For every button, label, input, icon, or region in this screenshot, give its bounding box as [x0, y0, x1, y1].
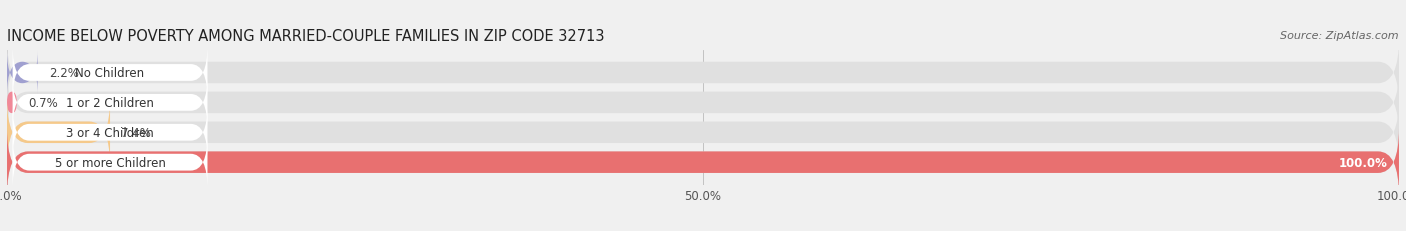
FancyBboxPatch shape: [7, 99, 1399, 167]
FancyBboxPatch shape: [7, 99, 110, 167]
Text: 7.4%: 7.4%: [121, 126, 150, 139]
Text: 3 or 4 Children: 3 or 4 Children: [66, 126, 153, 139]
FancyBboxPatch shape: [7, 69, 1399, 137]
FancyBboxPatch shape: [7, 92, 17, 114]
FancyBboxPatch shape: [7, 51, 38, 95]
Text: 1 or 2 Children: 1 or 2 Children: [66, 97, 155, 109]
Text: INCOME BELOW POVERTY AMONG MARRIED-COUPLE FAMILIES IN ZIP CODE 32713: INCOME BELOW POVERTY AMONG MARRIED-COUPL…: [7, 29, 605, 44]
FancyBboxPatch shape: [7, 128, 1399, 196]
Text: 100.0%: 100.0%: [1339, 156, 1388, 169]
Text: Source: ZipAtlas.com: Source: ZipAtlas.com: [1281, 31, 1399, 41]
Text: 5 or more Children: 5 or more Children: [55, 156, 166, 169]
FancyBboxPatch shape: [13, 135, 208, 190]
Text: 2.2%: 2.2%: [49, 67, 79, 80]
FancyBboxPatch shape: [13, 105, 208, 160]
FancyBboxPatch shape: [13, 76, 208, 130]
FancyBboxPatch shape: [7, 128, 1399, 196]
Text: No Children: No Children: [76, 67, 145, 80]
FancyBboxPatch shape: [13, 46, 208, 100]
Text: 0.7%: 0.7%: [28, 97, 58, 109]
FancyBboxPatch shape: [7, 39, 1399, 107]
